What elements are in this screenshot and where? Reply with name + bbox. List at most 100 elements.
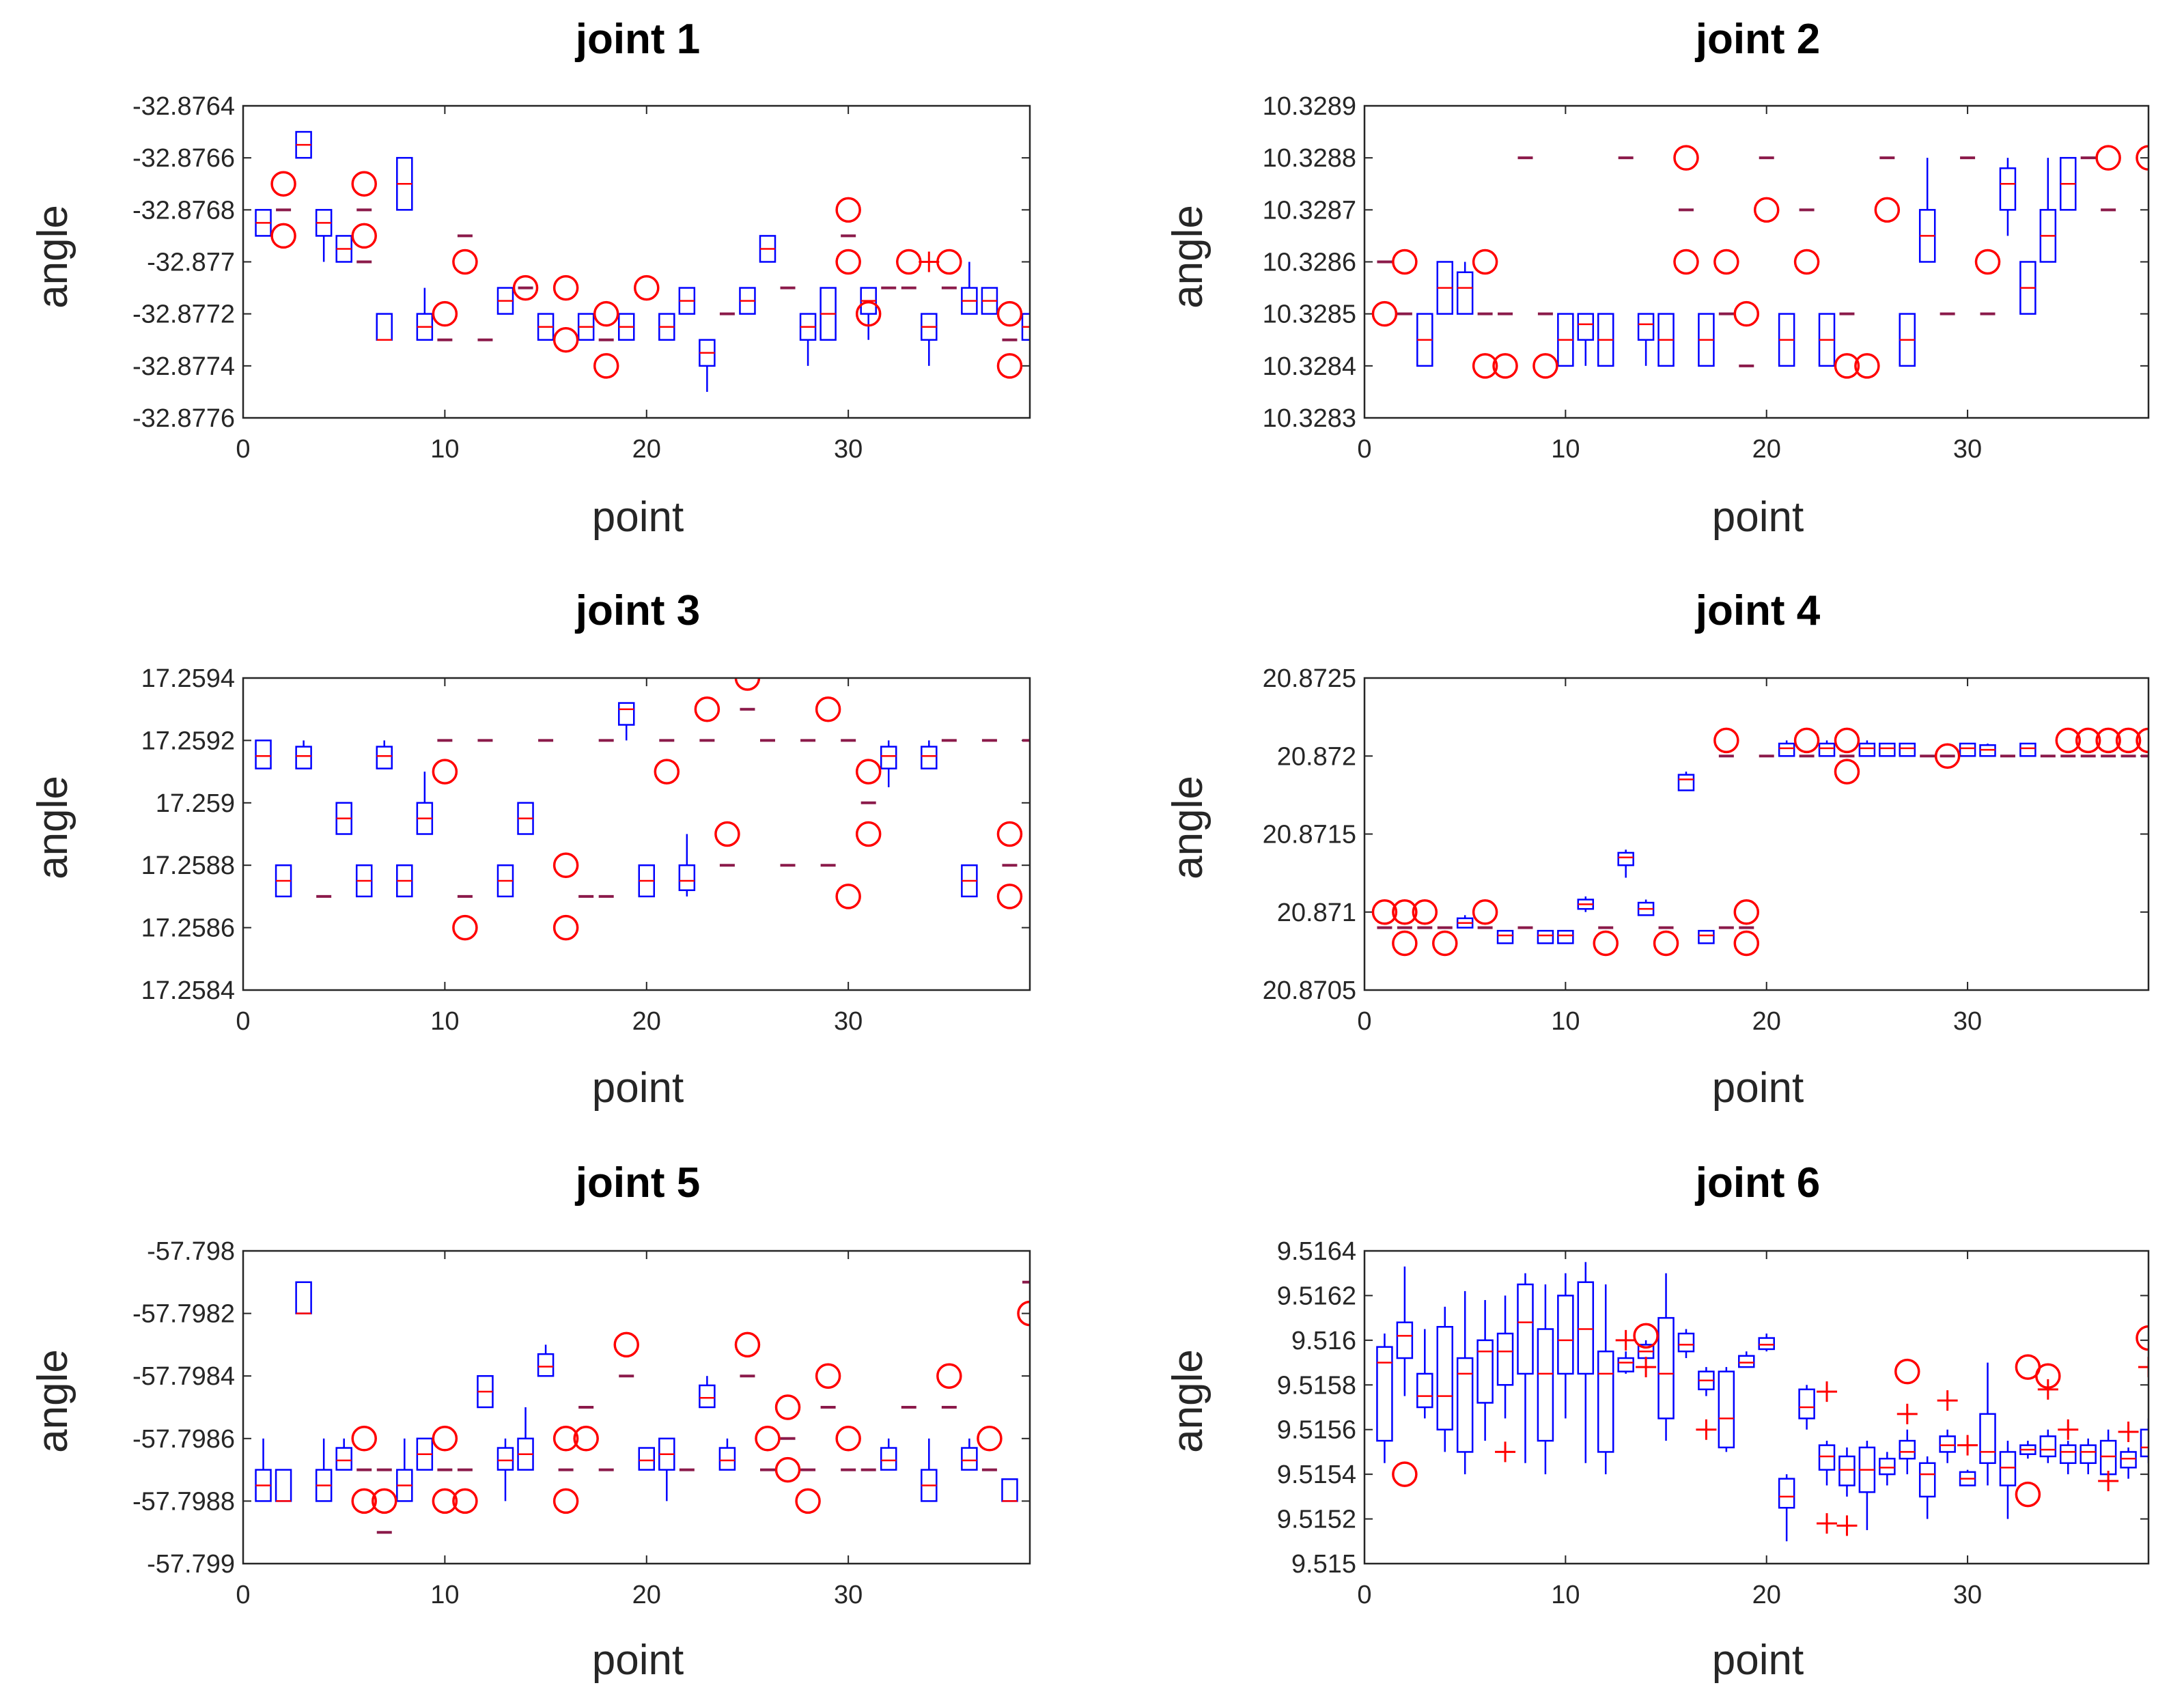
x-tick-label: 30 [1953,1581,1982,1609]
outlier-circle [432,759,458,785]
subplot-title: joint 4 [1695,587,1821,634]
outlier-circle [734,1331,761,1358]
outlier-circle [593,353,619,379]
outlier-plus [1636,1357,1657,1378]
outlier-circle [2115,727,2142,754]
outlier-circle [2136,145,2148,171]
box [1999,1451,2017,1486]
box [1617,851,1634,866]
outlier-circle [2055,727,2082,754]
outlier-circle [512,274,539,301]
box [1476,1339,1494,1404]
x-axis-label: point [592,1064,684,1112]
x-tick-label: 0 [236,1581,250,1609]
outlier-circle [1472,899,1498,925]
outlier-circle [1392,249,1418,275]
outlier-circle [1392,930,1418,957]
outlier-circle [1017,1300,1030,1327]
outlier-circle [996,353,1023,379]
box [295,746,312,770]
box [1677,774,1695,791]
box [617,702,635,726]
plot-marks [255,678,1030,941]
box [1778,742,1795,757]
outlier-circle [1593,930,1619,957]
outlier-circle [835,249,861,275]
y-tick-label: 10.3287 [1263,196,1356,225]
y-tick-label: 10.3289 [1263,92,1356,121]
outlier-circle [1412,899,1438,925]
box [1778,1478,1795,1509]
outlier-circle [613,1331,639,1358]
y-axis-label: angle [29,776,76,879]
outlier-circle [714,821,740,847]
outlier-circle [1673,145,1699,171]
outlier-circle [694,696,720,722]
y-tick-label: -32.8772 [132,300,235,329]
outlier-plus [1696,1419,1717,1440]
x-axis-label: point [592,494,684,541]
outlier-circle [815,696,841,722]
x-tick-label: 20 [632,1581,661,1609]
box [1677,1332,1695,1353]
outlier-circle [1793,727,1820,754]
outlier-circle [593,300,619,327]
outlier-circle [996,884,1023,909]
box [1798,1388,1815,1420]
box [1637,313,1655,341]
outlier-circle [2095,727,2121,754]
outlier-circle [1431,930,1458,957]
box [880,1447,897,1471]
y-tick-label: 9.5158 [1277,1371,1356,1400]
box [1879,1457,1896,1476]
plot-area: -32.8776 -32.8774 -32.8772 -32.877 -32.8768 -… [132,92,1031,464]
outlier-circle [1371,300,1398,327]
box [718,1447,736,1471]
plot-area: 10.3283 10.3284 10.3285 10.3286 10.3287 10.32… [1263,92,2150,464]
box [1396,1321,1414,1359]
outlier-circle [835,884,861,909]
box [678,864,696,892]
outlier-circle [270,223,296,249]
outlier-circle [552,274,579,301]
outlier-circle [552,914,579,941]
box [1557,929,1574,944]
outlier-circle [1974,249,2001,275]
x-tick-label: 20 [1752,1007,1781,1036]
box [1959,742,1976,757]
box [1979,1413,1996,1465]
outlier-circle [1834,727,1860,754]
x-axis-label: point [1712,1064,1804,1112]
y-tick-label: -32.8764 [132,92,235,121]
box [537,1353,555,1377]
outlier-circle [1793,249,1820,275]
outlier-circle [452,1488,478,1514]
plot-frame [1363,677,2150,991]
box [1496,929,1514,944]
box [335,1447,352,1471]
subplot-joint-3: joint 3 point angle 17.258417.258617.258… [29,587,1031,1112]
x-tick-label: 10 [430,1581,459,1609]
box [255,739,272,770]
y-tick-label: 10.3286 [1263,249,1356,277]
box [1758,1337,1775,1351]
plot-area: 17.2584 17.2586 17.2588 17.259 17.2592 17.259… [141,664,1031,1036]
subplot-joint-6: joint 6 point angle 9.5159.51529.51549.5… [1164,1159,2150,1684]
box [1537,1328,1554,1442]
x-tick-label: 30 [834,1581,863,1609]
plot-frame [1363,104,2150,419]
box [2019,742,2036,757]
y-tick-label: 17.2592 [141,726,235,755]
box [1698,929,1715,944]
box [1879,742,1896,757]
x-tick-label: 20 [632,1007,661,1036]
outlier-plus [919,251,940,272]
box [1858,742,1876,757]
box [2140,1428,2148,1458]
x-tick-label: 30 [1953,435,1982,464]
outlier-circle [936,1363,962,1389]
outlier-circle [1834,759,1860,785]
y-tick-label: -32.8774 [132,352,235,381]
outlier-circle [2136,727,2148,754]
